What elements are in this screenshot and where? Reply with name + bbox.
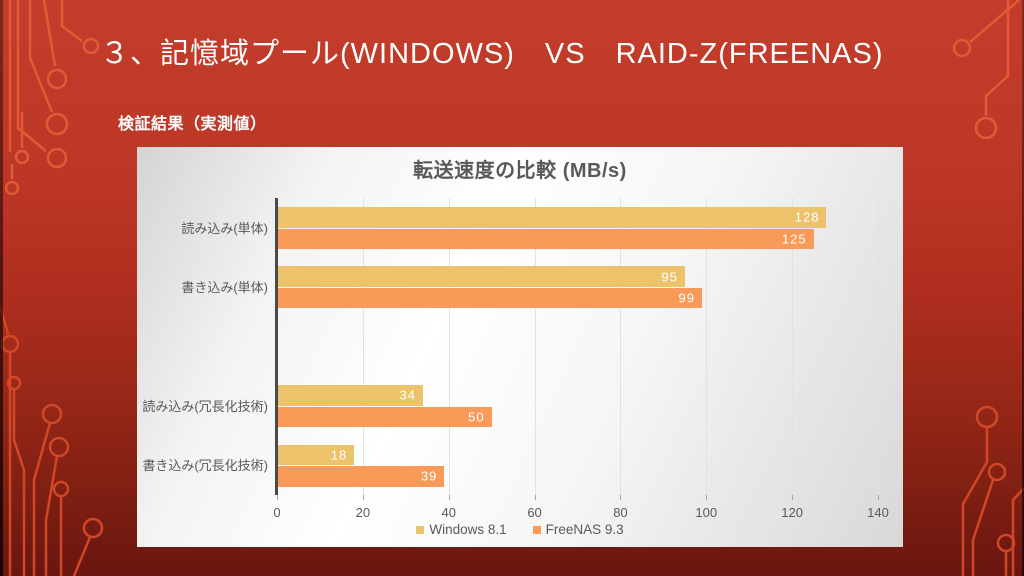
tick-mark bbox=[620, 495, 622, 500]
circuit-traces-top bbox=[4, 0, 1020, 196]
tick-mark bbox=[362, 495, 364, 500]
tick-label: 40 bbox=[441, 505, 456, 520]
gridline bbox=[878, 198, 879, 495]
bar-freenas-9-3-0: 125 bbox=[277, 228, 814, 249]
category-label: 書き込み(単体) bbox=[181, 279, 268, 295]
tick-mark bbox=[448, 495, 450, 500]
bar-windows-8-1-3: 18 bbox=[277, 444, 355, 466]
value-label: 99 bbox=[678, 290, 695, 306]
legend-item: FreeNAS 9.3 bbox=[532, 522, 624, 537]
category-label: 読み込み(単体) bbox=[181, 220, 268, 236]
category-label: 読み込み(冗長化技術) bbox=[142, 398, 268, 414]
legend: Windows 8.1 FreeNAS 9.3 bbox=[137, 522, 903, 537]
chart-panel: 転送速度の比較 (MB/s) 128 125 95 99 34 50 18 39 読み込み(単… bbox=[137, 147, 903, 547]
legend-label: Windows 8.1 bbox=[429, 522, 507, 537]
chart-title: 転送速度の比較 (MB/s) bbox=[413, 160, 627, 182]
tick-label: 80 bbox=[613, 505, 628, 520]
bar-windows-8-1-2: 34 bbox=[277, 385, 423, 406]
value-label: 128 bbox=[794, 209, 820, 225]
circuit-traces-bottom bbox=[0, 305, 1024, 576]
tick-label: 60 bbox=[527, 505, 542, 520]
tick-mark bbox=[277, 495, 278, 500]
tick-mark bbox=[792, 495, 794, 500]
tick-label: 0 bbox=[273, 505, 281, 520]
tick-mark bbox=[706, 495, 708, 500]
bar-windows-8-1-0: 128 bbox=[277, 207, 827, 228]
legend-label: FreeNAS 9.3 bbox=[545, 522, 624, 537]
bar-freenas-9-3-1: 99 bbox=[277, 287, 702, 309]
value-label: 95 bbox=[661, 269, 678, 285]
legend-swatch-icon bbox=[532, 526, 541, 534]
value-label: 34 bbox=[399, 387, 416, 403]
gridline bbox=[448, 198, 450, 495]
tick-label: 20 bbox=[355, 505, 371, 520]
legend-swatch-icon bbox=[416, 526, 425, 534]
tick-label: 100 bbox=[695, 505, 718, 520]
legend-item: Windows 8.1 bbox=[416, 522, 507, 537]
gridline bbox=[620, 198, 622, 495]
gridline bbox=[362, 198, 364, 495]
gridline bbox=[534, 198, 536, 495]
tick-mark bbox=[534, 495, 536, 500]
value-label: 125 bbox=[781, 231, 807, 247]
tick-label: 140 bbox=[867, 505, 889, 520]
tick-mark bbox=[878, 495, 879, 500]
tick-label: 120 bbox=[781, 505, 803, 520]
bar-freenas-9-3-2: 50 bbox=[277, 406, 492, 428]
bar-windows-8-1-1: 95 bbox=[277, 266, 685, 287]
y-axis-line bbox=[275, 198, 278, 495]
slide-subtitle: 検証結果（実測値） bbox=[118, 116, 267, 133]
value-label: 39 bbox=[420, 468, 438, 484]
value-label: 50 bbox=[468, 409, 485, 425]
slide-title: ３、記憶域プール(WINDOWS) VS RAID-Z(FREENAS) bbox=[100, 38, 884, 70]
bar-freenas-9-3-3: 39 bbox=[277, 466, 445, 487]
gridline bbox=[792, 198, 794, 495]
category-label: 書き込み(冗長化技術) bbox=[142, 458, 268, 474]
gridline bbox=[706, 198, 708, 495]
value-label: 18 bbox=[330, 447, 348, 463]
plot-area: 128 125 95 99 34 50 18 39 bbox=[277, 198, 879, 500]
